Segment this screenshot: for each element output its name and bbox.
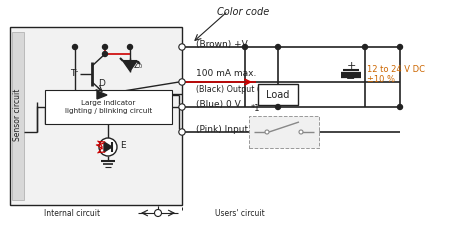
Circle shape [179, 129, 185, 135]
Bar [12, 32, 24, 200]
Circle shape [299, 130, 303, 134]
Text: −: − [346, 74, 356, 84]
Circle shape [397, 104, 402, 110]
Circle shape [103, 52, 108, 56]
Bar [249, 116, 319, 148]
Circle shape [127, 45, 132, 50]
Text: (Blue) 0 V: (Blue) 0 V [196, 99, 241, 108]
Polygon shape [123, 61, 137, 71]
Circle shape [363, 45, 368, 50]
Text: 12 to 24 V DC: 12 to 24 V DC [367, 65, 425, 74]
Text: (Black) Output (Note 1): (Black) Output (Note 1) [196, 86, 289, 94]
Bar [258, 84, 298, 105]
Circle shape [265, 130, 269, 134]
Circle shape [179, 44, 185, 50]
Text: ±10 %: ±10 % [367, 74, 395, 83]
Text: Color code: Color code [217, 7, 269, 17]
Polygon shape [104, 142, 112, 152]
Text: (Pink) Input: (Pink) Input [196, 126, 248, 135]
Text: Z₀: Z₀ [134, 61, 143, 70]
Circle shape [243, 45, 248, 50]
Text: +: + [346, 61, 356, 71]
Circle shape [275, 45, 280, 50]
Text: Sensor circuit: Sensor circuit [14, 89, 22, 141]
Bar [10, 27, 182, 205]
Circle shape [179, 79, 185, 85]
Text: *1: *1 [251, 104, 261, 113]
Circle shape [103, 45, 108, 50]
Text: Internal circuit: Internal circuit [44, 209, 100, 218]
Circle shape [99, 138, 117, 156]
Circle shape [179, 104, 185, 110]
Bar [45, 90, 172, 124]
Circle shape [275, 104, 280, 110]
Polygon shape [97, 91, 107, 99]
Circle shape [72, 45, 77, 50]
Text: Large indicator
lighting / blinking circuit: Large indicator lighting / blinking circ… [65, 101, 152, 113]
Text: Load: Load [266, 90, 290, 99]
Circle shape [154, 209, 162, 216]
Circle shape [397, 45, 402, 50]
Text: D: D [99, 79, 105, 88]
Text: Users' circuit: Users' circuit [215, 209, 265, 218]
Text: 100 mA max.: 100 mA max. [196, 68, 256, 77]
Text: E: E [120, 142, 126, 151]
Text: Tr: Tr [70, 70, 78, 79]
Text: (Brown) +V: (Brown) +V [196, 40, 248, 49]
